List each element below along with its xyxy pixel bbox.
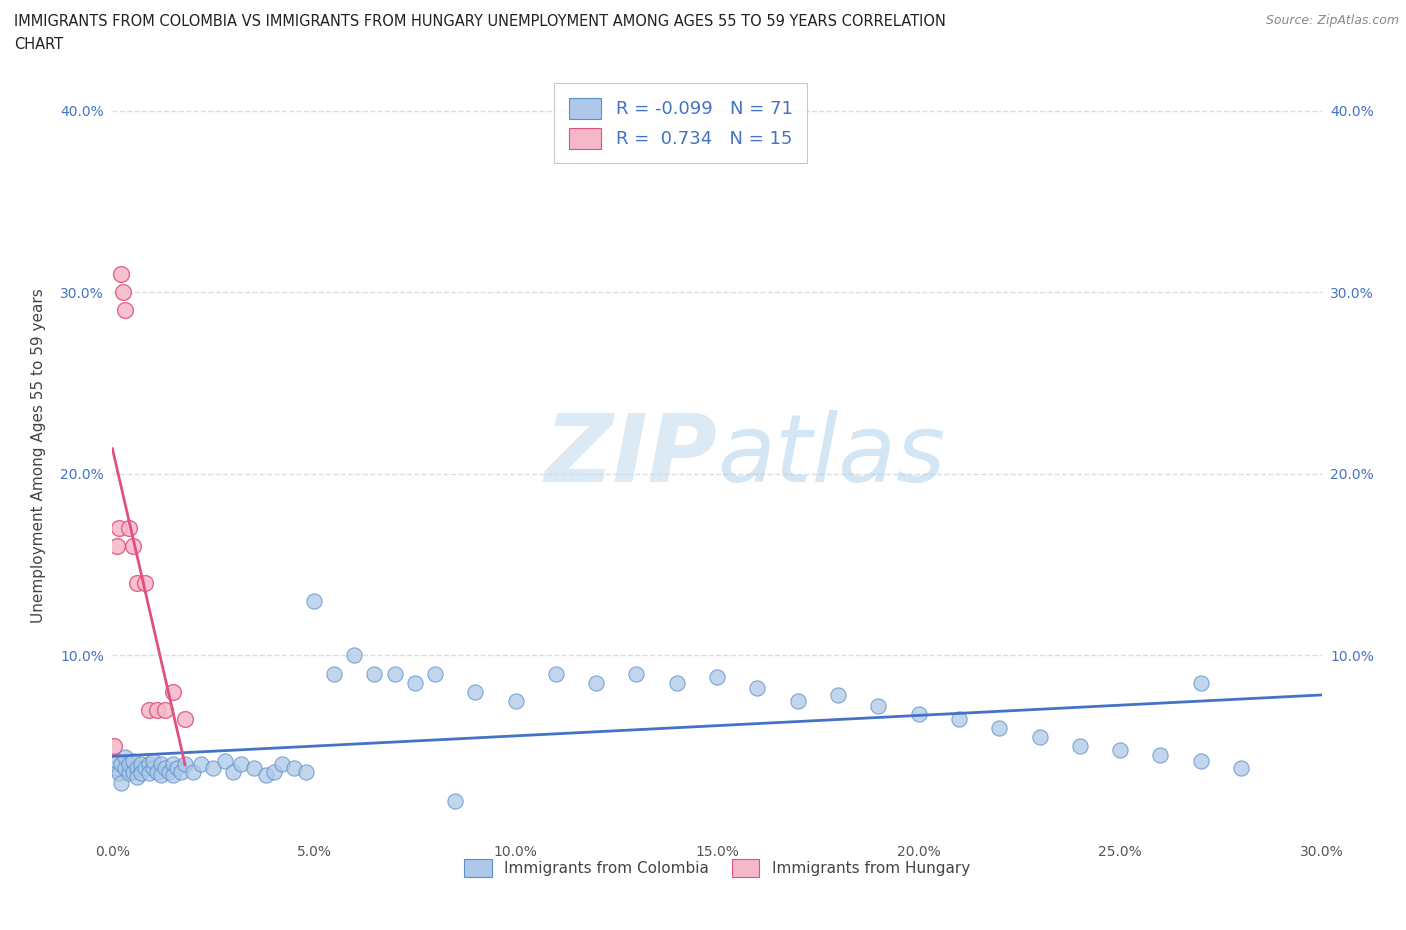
Point [1189, 675, 1212, 690]
Point [125, 761, 148, 776]
Point [146, 764, 169, 779]
Point [190, 757, 212, 772]
Point [214, 753, 236, 768]
Text: IMMIGRANTS FROM COLOMBIA VS IMMIGRANTS FROM HUNGARY UNEMPLOYMENT AMONG AGES 55 T: IMMIGRANTS FROM COLOMBIA VS IMMIGRANTS F… [14, 14, 946, 29]
Point [295, 764, 318, 779]
Point [464, 684, 486, 699]
Point [162, 757, 184, 772]
Point [103, 738, 125, 753]
Point [263, 764, 285, 779]
Point [146, 702, 169, 717]
Text: Source: ZipAtlas.com: Source: ZipAtlas.com [1265, 14, 1399, 27]
Point [110, 757, 132, 772]
Point [129, 757, 152, 772]
Point [1149, 748, 1171, 763]
Point [181, 764, 204, 779]
Point [149, 768, 172, 783]
Point [117, 521, 139, 536]
Point [162, 768, 184, 783]
Point [270, 757, 292, 772]
Point [174, 711, 197, 726]
Point [585, 675, 607, 690]
Point [254, 768, 277, 783]
Point [948, 711, 970, 726]
Point [117, 757, 139, 772]
Text: CHART: CHART [14, 37, 63, 52]
Y-axis label: Unemployment Among Ages 55 to 59 years: Unemployment Among Ages 55 to 59 years [31, 288, 46, 623]
Point [1028, 730, 1050, 745]
Point [706, 670, 728, 684]
Point [868, 698, 890, 713]
Point [166, 761, 188, 776]
Point [153, 702, 176, 717]
Point [444, 793, 467, 808]
Point [222, 764, 245, 779]
Point [170, 764, 193, 779]
Point [665, 675, 688, 690]
Point [1069, 738, 1091, 753]
Point [626, 666, 648, 681]
Point [117, 766, 139, 781]
Point [404, 675, 426, 690]
Point [174, 757, 197, 772]
Point [786, 694, 808, 709]
Point [105, 753, 128, 768]
Point [323, 666, 346, 681]
Point [343, 648, 366, 663]
Point [423, 666, 446, 681]
Point [747, 681, 769, 696]
Point [110, 267, 132, 282]
Point [1189, 753, 1212, 768]
Point [134, 761, 156, 776]
Point [121, 764, 143, 779]
Point [907, 706, 929, 721]
Point [231, 757, 253, 772]
Point [827, 688, 849, 703]
Point [107, 766, 129, 781]
Point [110, 775, 132, 790]
Point [105, 539, 128, 554]
Point [138, 702, 160, 717]
Point [988, 721, 1011, 736]
Point [121, 539, 143, 554]
Point [1230, 761, 1253, 776]
Point [302, 593, 325, 608]
Point [125, 576, 148, 591]
Point [283, 761, 305, 776]
Point [202, 761, 225, 776]
Legend: Immigrants from Colombia, Immigrants from Hungary: Immigrants from Colombia, Immigrants fro… [458, 853, 976, 883]
Point [114, 750, 136, 764]
Point [142, 761, 165, 776]
Point [114, 761, 136, 776]
Point [1109, 742, 1132, 757]
Point [125, 770, 148, 785]
Point [134, 576, 156, 591]
Text: ZIP: ZIP [544, 410, 717, 501]
Point [142, 753, 165, 768]
Point [107, 521, 129, 536]
Point [138, 757, 160, 772]
Point [363, 666, 385, 681]
Point [121, 753, 143, 768]
Point [114, 303, 136, 318]
Point [157, 764, 180, 779]
Point [153, 761, 176, 776]
Point [162, 684, 184, 699]
Point [129, 766, 152, 781]
Point [505, 694, 527, 709]
Point [111, 285, 134, 299]
Text: atlas: atlas [717, 410, 945, 501]
Point [242, 761, 264, 776]
Point [138, 766, 160, 781]
Point [544, 666, 567, 681]
Point [149, 757, 172, 772]
Point [104, 761, 127, 776]
Point [384, 666, 406, 681]
